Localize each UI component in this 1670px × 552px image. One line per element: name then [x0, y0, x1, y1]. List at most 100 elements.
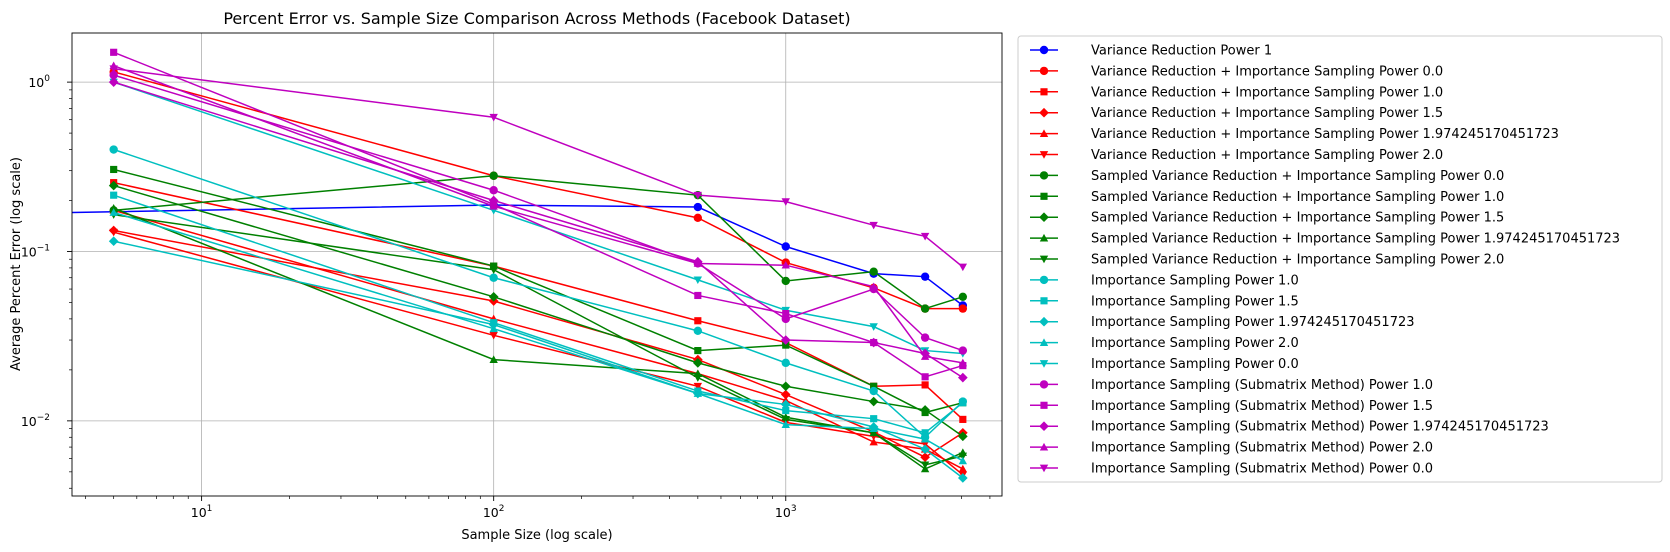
legend-entry: Importance Sampling Power 1.974245170451…	[1030, 315, 1415, 330]
data-point-marker	[780, 381, 791, 392]
legend-entry: Importance Sampling Power 0.0	[1030, 357, 1299, 372]
plot-frame	[71, 32, 1003, 497]
data-point-marker	[693, 259, 703, 267]
data-point-marker	[693, 202, 703, 212]
data-point-marker	[920, 444, 930, 455]
data-point-marker	[1039, 442, 1049, 451]
data-point-marker	[958, 304, 968, 313]
y-tick-label: 10−1	[21, 243, 50, 259]
data-point-marker	[920, 461, 930, 470]
data-point-marker	[781, 416, 790, 424]
data-point-marker	[869, 221, 878, 230]
data-point-marker	[109, 145, 118, 154]
legend-entry: Sampled Variance Reduction + Importance …	[1030, 232, 1620, 247]
legend-label: Variance Reduction + Importance Sampling…	[1091, 106, 1443, 121]
data-point-marker	[693, 382, 703, 391]
legend-entry: Importance Sampling (Submatrix Method) P…	[1030, 399, 1433, 414]
legend-label: Sampled Variance Reduction + Importance …	[1091, 211, 1504, 226]
data-point-marker	[110, 165, 118, 174]
data-point-marker	[694, 317, 702, 325]
legend-entry: Sampled Variance Reduction + Importance …	[1030, 211, 1504, 226]
data-point-marker	[959, 399, 967, 407]
data-point-marker	[1039, 360, 1049, 368]
legend-entry: Importance Sampling Power 1.0	[1030, 273, 1299, 288]
data-point-marker	[920, 333, 930, 342]
data-point-marker	[1040, 401, 1048, 409]
data-point-marker	[920, 434, 930, 443]
data-point-marker	[489, 186, 498, 195]
data-point-marker	[489, 273, 498, 282]
data-point-marker	[870, 382, 878, 390]
data-point-marker	[109, 65, 118, 73]
data-point-marker	[921, 381, 929, 389]
y-tick-label: 10−2	[21, 413, 50, 429]
data-point-marker	[1040, 192, 1048, 200]
legend-entry: Importance Sampling (Submatrix Method) P…	[1030, 462, 1433, 477]
data-point-marker	[109, 204, 118, 212]
data-point-marker	[693, 213, 703, 223]
series-group	[109, 70, 968, 355]
series-group	[109, 228, 968, 480]
data-point-marker	[1039, 66, 1049, 76]
y-axis-label: Average Percent Error (log scale)	[9, 157, 24, 371]
plot-series	[72, 48, 968, 483]
data-point-marker	[488, 195, 499, 206]
legend-label: Variance Reduction + Importance Sampling…	[1091, 127, 1559, 142]
data-point-marker	[958, 358, 968, 367]
data-point-marker	[958, 263, 968, 272]
data-point-marker	[1039, 380, 1049, 389]
legend-entry: Importance Sampling (Submatrix Method) P…	[1030, 378, 1433, 393]
data-point-marker	[109, 228, 118, 237]
data-point-marker	[869, 424, 878, 432]
data-point-marker	[781, 242, 790, 251]
series-line	[113, 81, 963, 355]
data-point-marker	[781, 420, 790, 428]
data-point-marker	[108, 180, 119, 191]
legend-label: Importance Sampling Power 2.0	[1091, 336, 1299, 351]
legend-entry: Sampled Variance Reduction + Importance …	[1030, 190, 1504, 205]
series-line	[113, 74, 964, 352]
data-point-marker	[1039, 464, 1049, 473]
data-point-marker	[489, 355, 498, 363]
data-point-marker	[958, 464, 968, 473]
legend-label: Importance Sampling Power 1.0	[1091, 273, 1299, 288]
data-point-marker	[868, 396, 879, 407]
data-point-marker	[921, 373, 929, 381]
legend-entry: Sampled Variance Reduction + Importance …	[1030, 253, 1504, 268]
data-point-marker	[489, 113, 498, 122]
data-point-marker	[109, 70, 118, 80]
data-point-marker	[1039, 107, 1049, 118]
legend-entry: Importance Sampling Power 1.5	[1030, 294, 1299, 309]
series-line	[113, 184, 964, 437]
data-point-marker	[781, 198, 790, 206]
legend-label: Variance Reduction Power 1	[1091, 44, 1272, 59]
series-group	[72, 200, 968, 310]
x-tick-label: 101	[191, 504, 213, 520]
y-tick-label: 100	[28, 74, 50, 90]
legend: Variance Reduction Power 1 Variance Reduc…	[1017, 35, 1663, 483]
data-point-marker	[958, 431, 968, 442]
data-point-marker	[489, 324, 498, 333]
data-point-marker	[920, 304, 930, 313]
data-point-marker	[693, 389, 703, 397]
data-point-marker	[693, 191, 703, 200]
data-point-marker	[1039, 171, 1049, 180]
legend-entry: Variance Reduction + Importance Sampling…	[1030, 106, 1443, 121]
data-point-marker	[870, 415, 878, 423]
data-point-marker	[869, 282, 878, 291]
legend-label: Importance Sampling Power 1.974245170451…	[1091, 315, 1415, 330]
series-group	[108, 180, 968, 442]
data-point-marker	[869, 386, 878, 396]
legend-label: Importance Sampling (Submatrix Method) P…	[1091, 378, 1433, 393]
legend-entry: Variance Reduction + Importance Sampling…	[1030, 148, 1443, 163]
legend-label: Sampled Variance Reduction + Importance …	[1091, 190, 1504, 205]
legend-entry: Importance Sampling Power 2.0	[1030, 336, 1299, 351]
data-point-marker	[693, 326, 703, 336]
chart-title: Percent Error vs. Sample Size Comparison…	[223, 9, 850, 28]
legend-label: Importance Sampling (Submatrix Method) P…	[1091, 462, 1433, 477]
data-point-marker	[489, 171, 498, 180]
data-point-marker	[920, 452, 930, 463]
data-point-marker	[869, 323, 878, 331]
data-point-marker	[488, 291, 499, 302]
